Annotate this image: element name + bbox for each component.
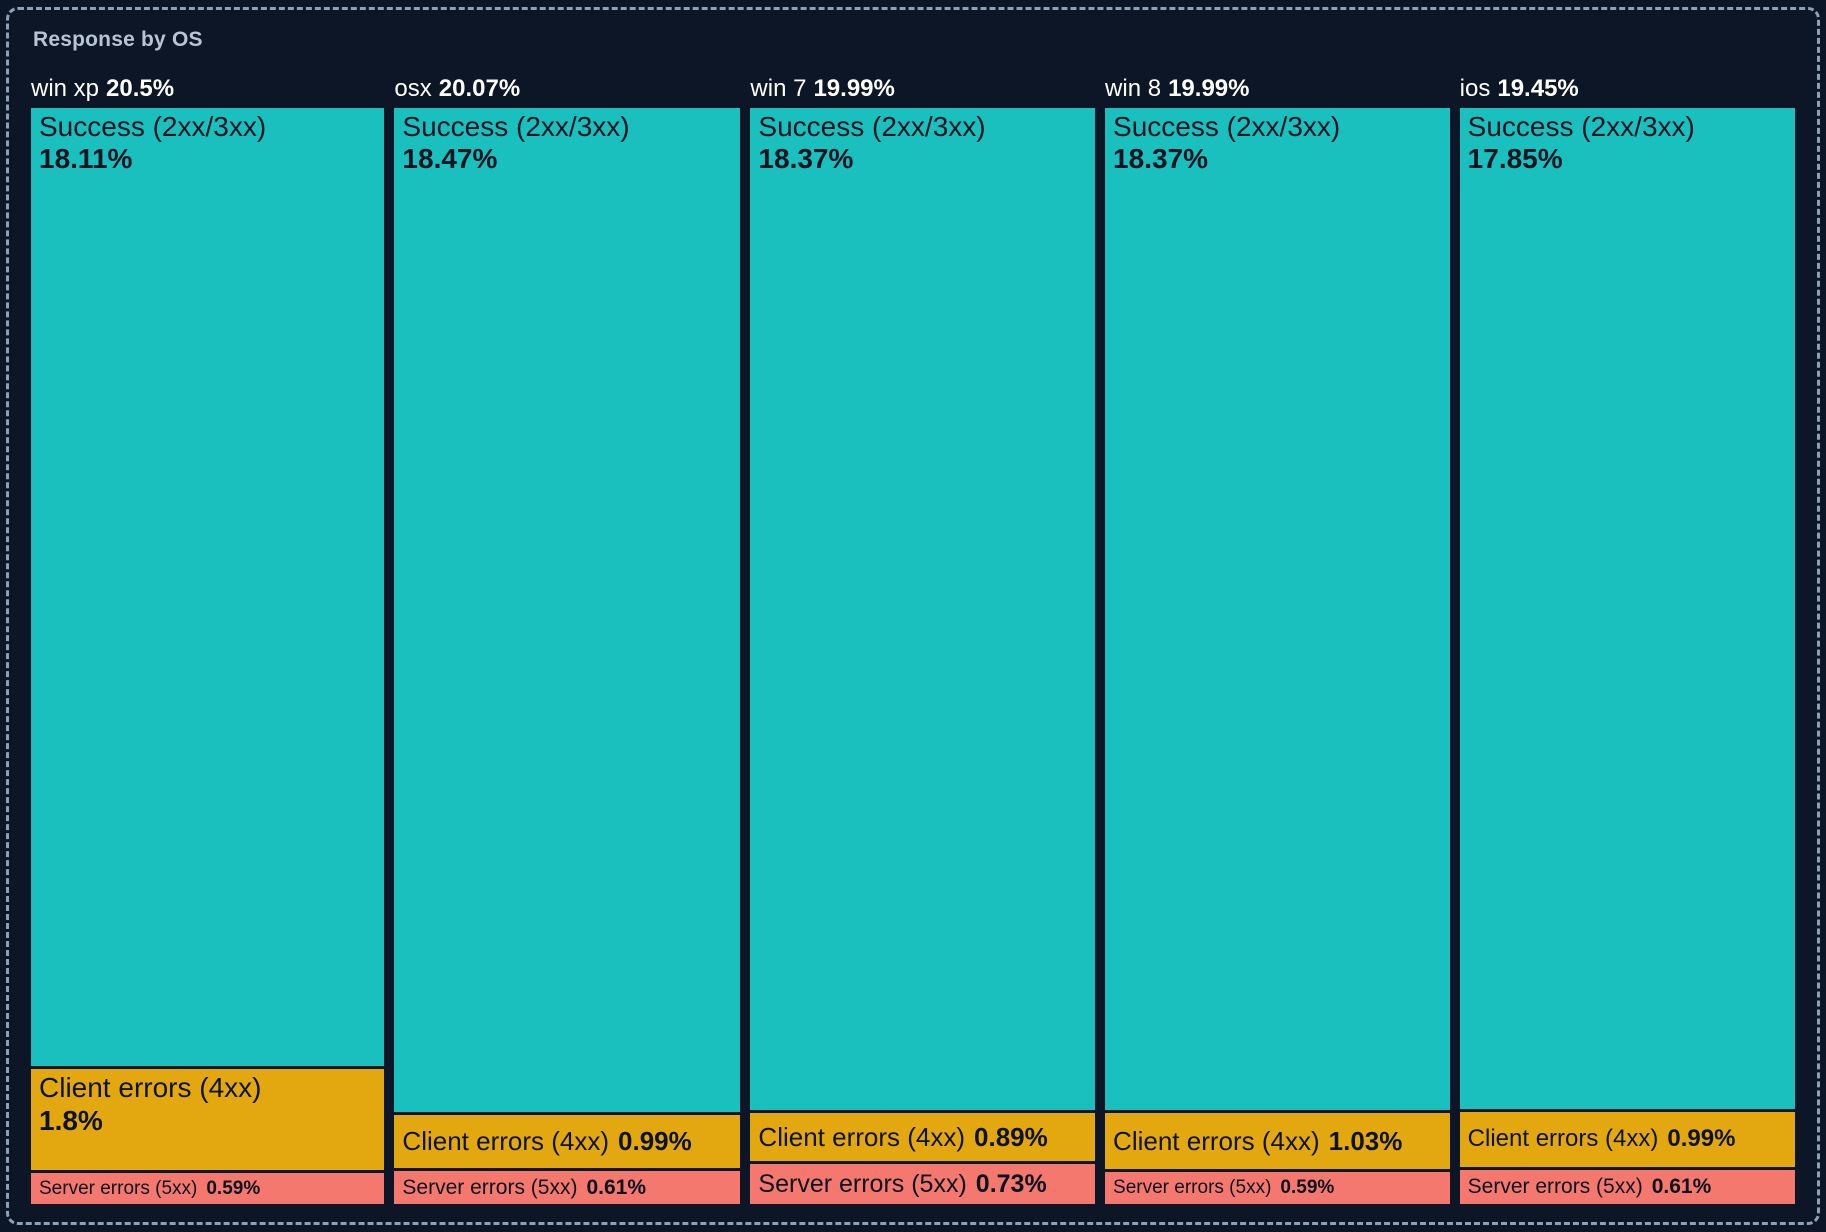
os-name: win 8 xyxy=(1105,75,1162,102)
segment-value: 0.73% xyxy=(975,1169,1047,1198)
segment-stack: Success (2xx/3xx) 18.37% Client errors (… xyxy=(750,108,1096,1204)
segment-client-errors[interactable]: Client errors (4xx) 0.99% xyxy=(1459,1111,1795,1167)
os-header-osx[interactable]: osx 20.07% xyxy=(394,74,740,106)
os-total: 20.07% xyxy=(438,75,521,102)
segment-label: Server errors (5xx) xyxy=(1467,1175,1643,1198)
panel-title: Response by OS xyxy=(33,28,203,51)
segment-value: 0.61% xyxy=(1651,1175,1712,1198)
segment-label: Client errors (4xx) xyxy=(39,1072,262,1104)
os-total: 19.45% xyxy=(1497,75,1579,102)
segment-label: Success (2xx/3xx) xyxy=(402,111,630,142)
segment-value: 18.37% xyxy=(758,143,854,175)
os-header-win-xp[interactable]: win xp 20.5% xyxy=(31,74,384,106)
segment-value: 0.59% xyxy=(1280,1177,1335,1199)
segment-stack: Success (2xx/3xx) 17.85% Client errors (… xyxy=(1459,108,1795,1204)
segment-label: Success (2xx/3xx) xyxy=(758,111,986,142)
segment-server-errors[interactable]: Server errors (5xx) 0.59% xyxy=(31,1172,385,1205)
segment-success[interactable]: Success (2xx/3xx) 18.37% xyxy=(750,108,1096,1111)
segment-stack: Success (2xx/3xx) 18.47% Client errors (… xyxy=(394,108,741,1204)
segment-server-errors[interactable]: Server errors (5xx) 0.61% xyxy=(1459,1170,1795,1204)
segment-label: Client errors (4xx) xyxy=(1113,1125,1320,1156)
segment-label: Success (2xx/3xx) xyxy=(1113,111,1341,142)
os-name: win xp xyxy=(31,75,100,102)
segment-client-errors[interactable]: Client errors (4xx) 1.8% xyxy=(31,1069,385,1170)
segment-server-errors[interactable]: Server errors (5xx) 0.61% xyxy=(394,1171,741,1204)
segment-value: 1.03% xyxy=(1328,1125,1403,1156)
segment-value: 18.47% xyxy=(402,143,498,175)
os-total: 19.99% xyxy=(1168,75,1250,102)
response-by-os-panel: Response by OS win xp 20.5% Success (2xx/… xyxy=(6,7,1820,1225)
segment-value: 0.59% xyxy=(206,1177,261,1199)
segment-label: Client errors (4xx) xyxy=(758,1121,966,1152)
segment-client-errors[interactable]: Client errors (4xx) 1.03% xyxy=(1105,1113,1450,1170)
column-win-7: win 7 19.99% Success (2xx/3xx) 18.37% Cli… xyxy=(750,74,1096,1204)
os-name: ios xyxy=(1459,75,1491,102)
os-total: 20.5% xyxy=(106,75,175,102)
segment-server-errors[interactable]: Server errors (5xx) 0.59% xyxy=(1105,1172,1450,1205)
os-name: osx xyxy=(394,75,432,102)
segment-client-errors[interactable]: Client errors (4xx) 0.89% xyxy=(750,1113,1096,1162)
os-header-win-7[interactable]: win 7 19.99% xyxy=(750,74,1095,106)
os-header-win-8[interactable]: win 8 19.99% xyxy=(1105,74,1450,106)
segment-value: 0.99% xyxy=(618,1125,692,1156)
segment-label: Server errors (5xx) xyxy=(758,1169,967,1198)
os-total: 19.99% xyxy=(813,75,895,102)
segment-client-errors[interactable]: Client errors (4xx) 0.99% xyxy=(394,1114,741,1169)
column-ios: ios 19.45% Success (2xx/3xx) 17.85% Clien… xyxy=(1459,74,1795,1204)
segment-label: Server errors (5xx) xyxy=(39,1177,198,1199)
segment-value: 18.11% xyxy=(39,143,133,175)
os-name: win 7 xyxy=(750,75,807,102)
segment-success[interactable]: Success (2xx/3xx) 18.47% xyxy=(394,108,741,1112)
segment-value: 17.85% xyxy=(1467,143,1563,175)
column-osx: osx 20.07% Success (2xx/3xx) 18.47% Clien… xyxy=(394,74,741,1204)
treemap-chart: win xp 20.5% Success (2xx/3xx) 18.11% Cli… xyxy=(31,74,1795,1205)
segment-success[interactable]: Success (2xx/3xx) 18.37% xyxy=(1105,108,1450,1111)
segment-stack: Success (2xx/3xx) 18.11% Client errors (… xyxy=(31,108,385,1205)
segment-success[interactable]: Success (2xx/3xx) 17.85% xyxy=(1459,108,1795,1109)
os-header-ios[interactable]: ios 19.45% xyxy=(1460,74,1795,106)
segment-label: Success (2xx/3xx) xyxy=(1467,111,1695,142)
segment-value: 1.8% xyxy=(39,1104,103,1136)
segment-success[interactable]: Success (2xx/3xx) 18.11% xyxy=(31,108,385,1067)
segment-label: Client errors (4xx) xyxy=(402,1125,610,1156)
column-win-xp: win xp 20.5% Success (2xx/3xx) 18.11% Cli… xyxy=(31,74,385,1205)
segment-value: 0.89% xyxy=(974,1121,1048,1152)
segment-label: Server errors (5xx) xyxy=(402,1175,578,1199)
segment-label: Client errors (4xx) xyxy=(1467,1125,1659,1153)
segment-value: 0.99% xyxy=(1667,1125,1736,1153)
segment-value: 18.37% xyxy=(1113,143,1209,175)
segment-stack: Success (2xx/3xx) 18.37% Client errors (… xyxy=(1105,108,1450,1205)
segment-value: 0.61% xyxy=(586,1175,646,1199)
column-win-8: win 8 19.99% Success (2xx/3xx) 18.37% Cli… xyxy=(1105,74,1450,1205)
segment-label: Server errors (5xx) xyxy=(1113,1177,1272,1199)
segment-server-errors[interactable]: Server errors (5xx) 0.73% xyxy=(750,1164,1096,1204)
segment-label: Success (2xx/3xx) xyxy=(39,111,267,142)
